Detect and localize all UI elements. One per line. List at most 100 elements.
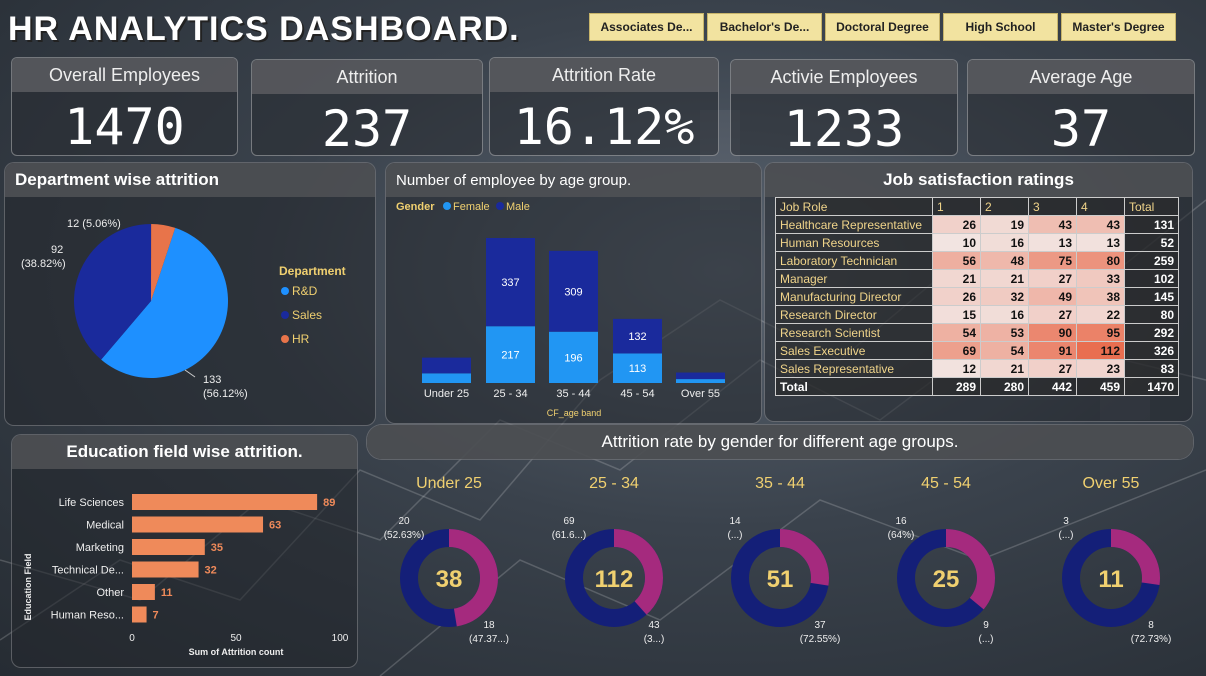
age-bar-female-label: 217 — [501, 350, 519, 362]
table-row: Sales Executive 69 54 91 112 326 — [775, 341, 1179, 360]
rating-cell: 19 — [980, 215, 1029, 234]
pie-slice-sales[interactable] — [73, 224, 152, 360]
legend-female: Female — [453, 201, 490, 213]
age-bar-male-label: 309 — [564, 286, 582, 298]
donut-label-pct: (...) — [979, 634, 994, 645]
age-bar-male[interactable] — [676, 372, 725, 380]
donut-center-value: 51 — [767, 566, 794, 593]
donut-label-count: 37 — [814, 620, 826, 631]
edu-x-tick: 50 — [230, 633, 242, 644]
rating-cell: 38 — [1076, 287, 1125, 306]
donut-segment-secondary[interactable] — [897, 529, 995, 627]
job-role-cell: Laboratory Technician — [775, 251, 933, 270]
panel-title: Education field wise attrition. — [12, 435, 357, 469]
legend-rd-marker — [281, 287, 289, 295]
rating-cell: 26 — [932, 287, 981, 306]
slicer-bachelors[interactable]: Bachelor's De... — [707, 13, 822, 41]
pie-legend-title: Department — [279, 264, 346, 278]
slicer-masters[interactable]: Master's Degree — [1061, 13, 1176, 41]
rating-cell: 16 — [980, 233, 1029, 252]
edu-bar[interactable] — [132, 606, 147, 623]
rating-cell: 23 — [1076, 359, 1125, 378]
education-attrition-panel: Education field wise attrition. Educatio… — [11, 434, 358, 668]
rating-cell: 80 — [1076, 251, 1125, 270]
pie-slice-hr[interactable] — [151, 224, 176, 301]
legend-male-marker — [496, 202, 504, 210]
edu-x-tick: 0 — [129, 633, 135, 644]
edu-bar[interactable] — [132, 494, 318, 510]
edu-x-axis-label: Sum of Attrition count — [189, 647, 284, 657]
total-cell: 459 — [1076, 377, 1125, 396]
age-bar-female[interactable] — [676, 379, 725, 383]
donut-group-name: 35 - 44 — [755, 475, 805, 492]
page-title: HR ANALYTICS DASHBOARD. — [8, 10, 520, 48]
total-cell: 1470 — [1124, 377, 1179, 396]
rating-cell: 13 — [1076, 233, 1125, 252]
rating-cell: 21 — [980, 359, 1029, 378]
legend-hr-marker — [281, 335, 289, 343]
donut-segment-secondary[interactable] — [1062, 529, 1160, 627]
age-bar-male[interactable] — [422, 357, 471, 374]
rating-cell: 26 — [932, 215, 981, 234]
donut-label-count: 20 — [398, 516, 410, 527]
age-x-tick: Over 55 — [681, 388, 720, 400]
age-x-tick: 25 - 34 — [493, 388, 527, 400]
age-bar-female-label: 196 — [564, 352, 582, 364]
kpi-overall-employees: Overall Employees 1470 — [11, 57, 238, 156]
rating-cell: 27 — [1028, 305, 1077, 324]
donut-label-pct: (...) — [1059, 530, 1074, 541]
edu-bar[interactable] — [132, 561, 199, 578]
row-total-cell: 259 — [1124, 251, 1179, 270]
donut-segment-secondary[interactable] — [731, 529, 829, 627]
age-x-tick: 45 - 54 — [620, 388, 654, 400]
job-role-cell: Manufacturing Director — [775, 287, 933, 306]
row-total-cell: 83 — [1124, 359, 1179, 378]
edu-bar[interactable] — [132, 539, 205, 555]
department-attrition-panel: Department wise attrition 133 (56.12%) 9… — [4, 162, 376, 426]
age-bar-male[interactable] — [549, 250, 598, 332]
age-group-bar-chart: Gender Female Male Under 25 217 337 25 - 34… — [396, 201, 725, 418]
edu-x-tick: 100 — [332, 633, 349, 644]
age-bar-female[interactable] — [422, 373, 471, 383]
legend-rd: R&D — [292, 284, 318, 298]
rating-cell: 27 — [1028, 269, 1077, 288]
rating-cell: 91 — [1028, 341, 1077, 360]
table-header: 1 — [932, 197, 981, 216]
donut-center-value: 112 — [595, 566, 634, 593]
row-total-cell: 326 — [1124, 341, 1179, 360]
row-total-cell: 52 — [1124, 233, 1179, 252]
job-role-cell: Sales Executive — [775, 341, 933, 360]
age-bar-female[interactable] — [549, 331, 598, 383]
age-bar-male[interactable] — [613, 318, 662, 354]
donut-label-pct: (...) — [728, 530, 743, 541]
edu-category-label: Other — [96, 587, 124, 599]
donut-label-pct: (72.73%) — [1131, 634, 1172, 645]
edu-category-label: Marketing — [76, 542, 124, 554]
rating-cell: 15 — [932, 305, 981, 324]
slicer-doctoral[interactable]: Doctoral Degree — [825, 13, 940, 41]
total-cell: Total — [775, 377, 933, 396]
rating-cell: 33 — [1076, 269, 1125, 288]
row-total-cell: 131 — [1124, 215, 1179, 234]
pie-slice-rd[interactable] — [101, 227, 228, 378]
edu-bar[interactable] — [132, 516, 264, 533]
slicer-associates[interactable]: Associates De... — [589, 13, 704, 41]
edu-category-label: Medical — [86, 520, 124, 532]
donut-segment-secondary[interactable] — [400, 529, 498, 627]
donut-segment-secondary[interactable] — [565, 529, 663, 627]
age-bar-male[interactable] — [486, 238, 535, 327]
age-bar-female[interactable] — [486, 326, 535, 383]
education-slicer: Associates De... Bachelor's De... Doctor… — [589, 13, 1176, 41]
rating-cell: 21 — [932, 269, 981, 288]
row-total-cell: 102 — [1124, 269, 1179, 288]
kpi-label: Activie Employees — [731, 60, 957, 94]
slicer-high-school[interactable]: High School — [943, 13, 1058, 41]
edu-bar[interactable] — [132, 584, 155, 600]
table-row: Research Scientist 54 53 90 95 292 — [775, 323, 1179, 342]
age-bar-female[interactable] — [613, 353, 662, 383]
edu-bar-value: 7 — [153, 610, 159, 622]
table-header: Total — [1124, 197, 1179, 216]
rating-cell: 43 — [1028, 215, 1077, 234]
rating-cell: 27 — [1028, 359, 1077, 378]
donut-label-pct: (52.63%) — [384, 530, 425, 541]
